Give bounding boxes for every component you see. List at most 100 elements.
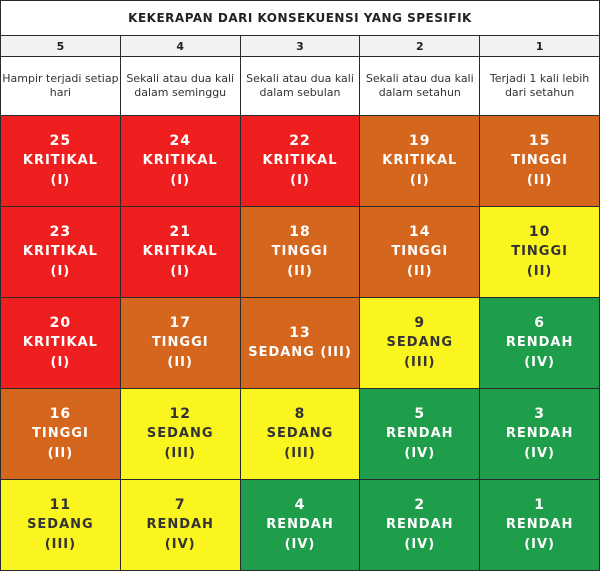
risk-cell: 11 SEDANG (III) [0,479,121,571]
risk-label: KRITIKAL [142,153,218,168]
risk-label: TINGGI [511,244,568,259]
risk-score: 12 [169,406,191,422]
risk-label: RENDAH [266,517,334,532]
risk-cell: 23 KRITIKAL (I) [0,206,121,298]
risk-class: (II) [47,446,74,461]
column-number: 2 [359,35,481,57]
risk-cell: 8 SEDANG (III) [239,388,361,480]
risk-label: KRITIKAL [22,335,98,350]
matrix-row: 23 KRITIKAL (I) 21 KRITIKAL (I) 18 TINGGI (II) 14… [0,206,600,298]
risk-cell: 19 KRITIKAL (I) [359,115,481,207]
risk-class: (II) [526,173,553,188]
risk-class: (III) [44,537,77,552]
matrix-row: 25 KRITIKAL (I) 24 KRITIKAL (I) 22 KRITIKAL (I) 1… [0,115,600,207]
matrix-row: 20 KRITIKAL (I) 17 TINGGI (II) 13 SEDANG (III) 9… [0,297,600,389]
risk-score: 7 [174,497,186,513]
risk-label: TINGGI [32,426,89,441]
risk-score: 9 [414,315,426,331]
risk-cell: 7 RENDAH (IV) [119,479,241,571]
risk-cell: 5 RENDAH (IV) [359,388,481,480]
risk-label: KRITIKAL [382,153,458,168]
matrix-title: KEKERAPAN DARI KONSEKUENSI YANG SPESIFIK [0,0,600,36]
risk-label: KRITIKAL [22,153,98,168]
risk-cell: 14 TINGGI (II) [359,206,481,298]
risk-score: 16 [49,406,72,422]
risk-score: 17 [169,315,191,331]
column-number: 5 [0,35,121,57]
risk-score: 13 [289,325,311,341]
risk-label: RENDAH [386,426,454,441]
risk-score: 19 [409,133,431,149]
risk-cell: 9 SEDANG (III) [359,297,481,389]
column-number: 1 [479,35,600,57]
risk-cell: 6 RENDAH (IV) [479,297,600,389]
risk-label: RENDAH [146,517,214,532]
risk-class: (IV) [524,446,555,461]
risk-cell: 13 SEDANG (III) [239,297,361,389]
risk-cell: 21 KRITIKAL (I) [119,206,241,298]
risk-cell: 12 SEDANG (III) [119,388,241,480]
risk-class: (II) [287,264,313,279]
risk-class: (I) [50,264,71,279]
column-description: Hampir terjadi setiap hari [0,56,121,116]
risk-label: KRITIKAL [262,153,338,168]
risk-label: KRITIKAL [22,244,98,259]
risk-class: (II) [167,355,193,370]
risk-label: RENDAH [505,517,574,532]
risk-label: SEDANG [386,335,454,350]
risk-cell: 10 TINGGI (II) [479,206,600,298]
risk-score: 3 [534,406,545,422]
risk-score: 23 [49,224,72,240]
risk-cell: 20 KRITIKAL (I) [0,297,121,389]
risk-score: 8 [294,406,306,422]
risk-label: RENDAH [386,517,454,532]
column-number-row: 5 4 3 2 1 [0,35,600,57]
risk-score: 5 [414,406,426,422]
column-description: Sekali atau dua kali dalam setahun [359,56,481,116]
risk-cell: 17 TINGGI (II) [119,297,241,389]
risk-score: 20 [49,315,72,331]
risk-label: TINGGI [151,335,209,350]
title-row: KEKERAPAN DARI KONSEKUENSI YANG SPESIFIK [0,0,600,36]
risk-cell: 16 TINGGI (II) [0,388,121,480]
risk-score: 6 [534,315,545,331]
risk-class: (IV) [524,355,555,370]
risk-score: 10 [528,224,551,240]
risk-class: (II) [526,264,553,279]
risk-cell: 2 RENDAH (IV) [359,479,481,571]
risk-cell: 25 KRITIKAL (I) [0,115,121,207]
column-description: Sekali atau dua kali dalam seminggu [119,56,241,116]
risk-label: TINGGI [391,244,449,259]
risk-score: 22 [289,133,311,149]
column-description: Sekali atau dua kali dalam sebulan [239,56,361,116]
risk-cell: 3 RENDAH (IV) [479,388,600,480]
risk-class: (III) [284,446,316,461]
column-number: 4 [119,35,241,57]
risk-class: (IV) [524,537,555,552]
risk-class: (IV) [404,537,436,552]
risk-label: RENDAH [505,426,574,441]
risk-score: 21 [169,224,191,240]
risk-label: TINGGI [271,244,329,259]
risk-score: 1 [534,497,545,513]
risk-score: 24 [169,133,191,149]
risk-score: 2 [414,497,426,513]
risk-label: TINGGI [511,153,568,168]
risk-score: 18 [289,224,311,240]
risk-cell: 18 TINGGI (II) [239,206,361,298]
risk-score: 14 [409,224,431,240]
risk-label: SEDANG [27,517,94,532]
matrix-body: 2 5 KRITIKAL (I) 24 KRITIKAL (I) 22 KRITIKAL (I) 1… [0,115,600,571]
risk-class: (I) [50,173,71,188]
risk-label: SEDANG [266,426,334,441]
risk-label: SEDANG [146,426,214,441]
matrix-row: 16 TINGGI (II) 12 SEDANG (III) 8 SEDANG (III) 5 RE… [0,388,600,480]
risk-score: 11 [49,497,72,513]
column-description: Terjadi 1 kali lebih dari setahun [479,56,600,116]
risk-class: (III) [404,355,436,370]
risk-class: (I) [170,264,191,279]
risk-class: (II) [407,264,433,279]
risk-cell: 24 KRITIKAL (I) [119,115,241,207]
